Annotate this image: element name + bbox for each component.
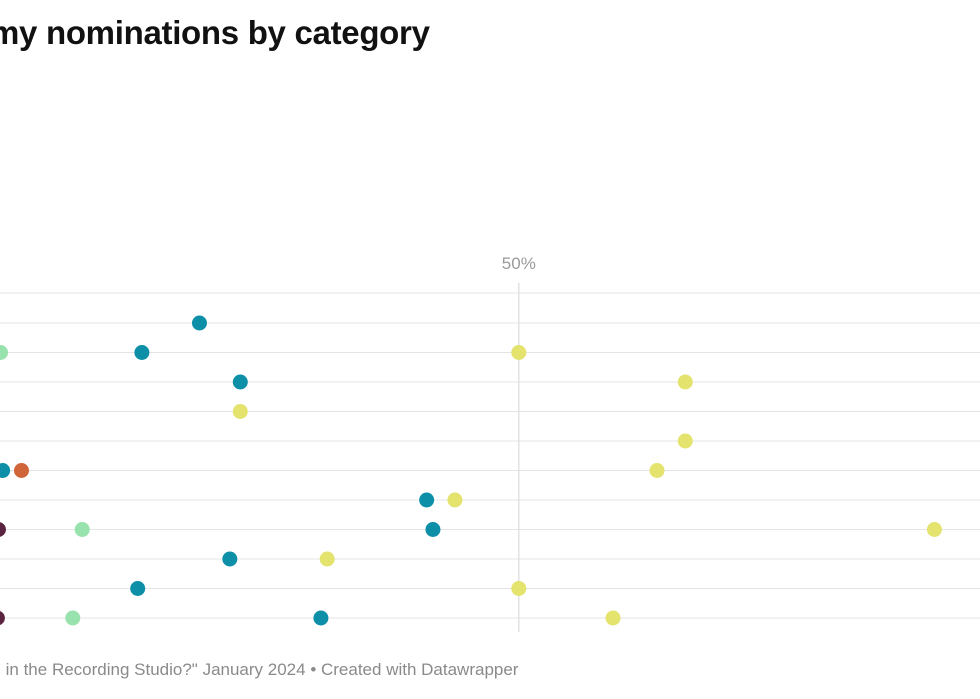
data-point[interactable] [677,374,693,390]
data-point[interactable] [926,522,942,537]
data-point[interactable] [649,463,665,478]
data-point[interactable] [425,522,441,537]
data-point[interactable] [511,345,527,360]
data-point[interactable] [0,345,9,360]
data-point[interactable] [0,610,5,626]
data-point[interactable] [419,492,435,508]
data-point[interactable] [511,581,527,596]
source-footer: on in the Recording Studio?" January 202… [0,660,519,679]
data-point[interactable] [232,374,248,390]
data-point[interactable] [232,404,248,419]
data-point[interactable] [191,315,207,331]
data-point[interactable] [677,433,693,449]
data-points [0,315,942,626]
data-point[interactable] [74,522,90,537]
data-point[interactable] [134,345,150,360]
x-axis-ticks: 50% [502,254,536,632]
data-point[interactable] [0,463,11,478]
data-point[interactable] [447,492,463,508]
data-point[interactable] [222,551,238,567]
chart-title: my nominations by category [0,14,430,51]
data-point[interactable] [319,551,335,567]
data-point[interactable] [0,522,6,537]
x-tick-label: 50% [502,254,536,273]
data-point[interactable] [605,610,621,626]
data-point[interactable] [313,610,329,626]
gridlines [0,292,980,619]
data-point[interactable] [65,610,81,626]
data-point[interactable] [13,463,29,478]
data-point[interactable] [130,581,146,596]
